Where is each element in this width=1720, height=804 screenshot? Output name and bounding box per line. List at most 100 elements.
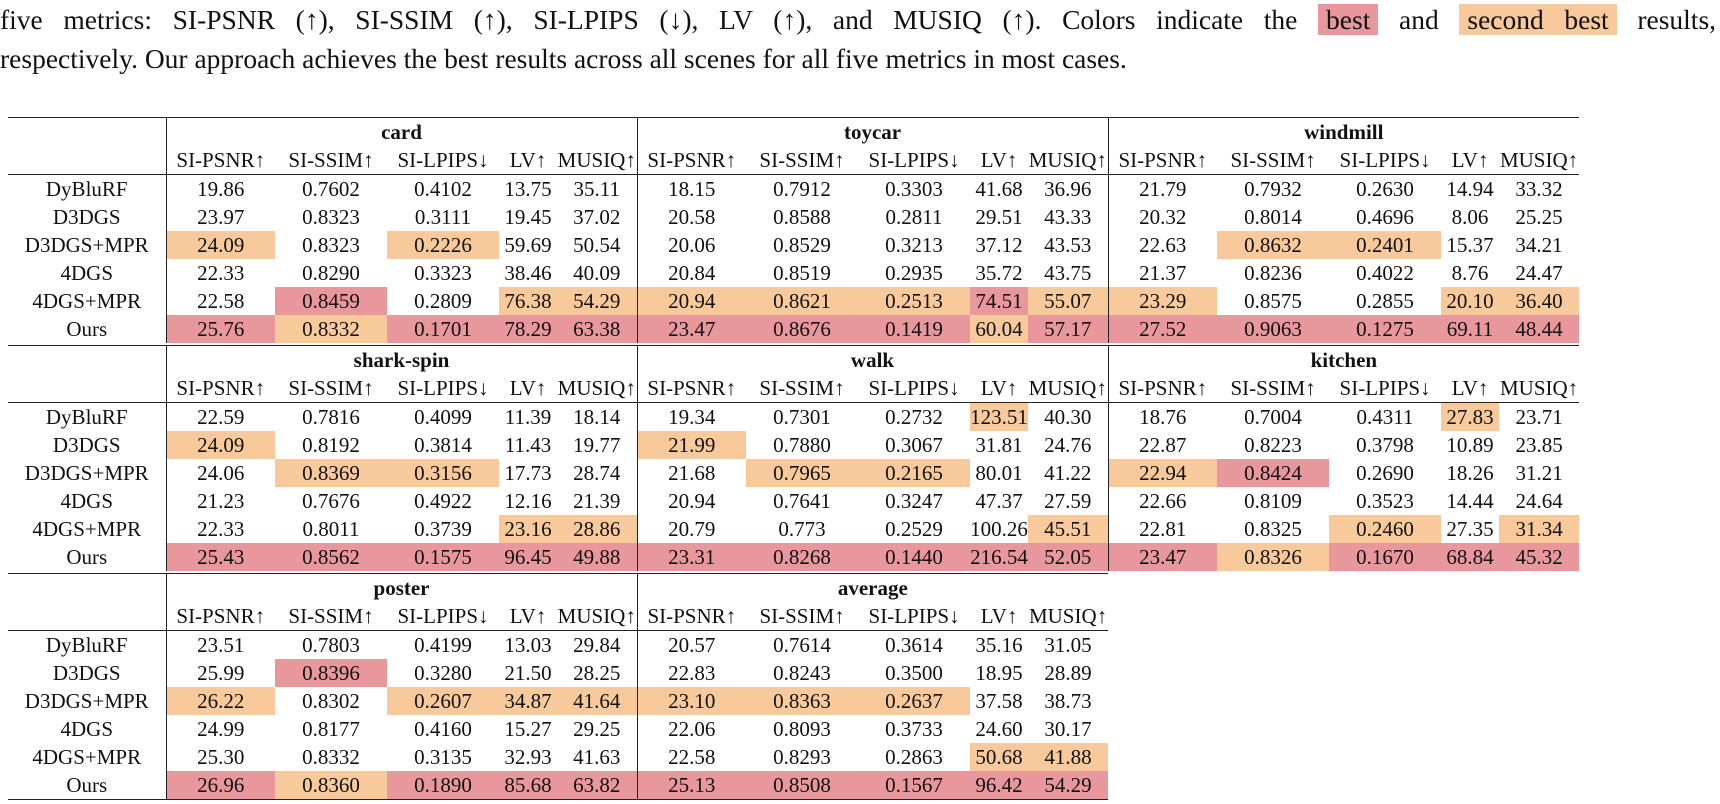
value-cell: 0.2732	[885, 405, 943, 429]
value-cell: 0.1419	[858, 315, 971, 343]
value-cell: 41.63	[573, 745, 621, 769]
value-cell: 40.09	[573, 261, 621, 285]
value-cell: 0.8192	[302, 433, 360, 457]
value-cell: 25.13	[636, 771, 747, 800]
value-cell: 14.44	[1446, 489, 1494, 513]
value-cell: 21.23	[165, 487, 275, 515]
value-cell: 0.4102	[414, 177, 472, 201]
metric-header: SI-PSNR↑	[636, 602, 747, 631]
scene-header: poster	[165, 573, 638, 602]
metric-header: LV↑	[1441, 146, 1500, 175]
value-cell: 0.1670	[1329, 543, 1442, 571]
value-cell: 18.76	[1107, 402, 1218, 431]
value-cell: 31.05	[1044, 633, 1092, 657]
value-cell: 0.8632	[1217, 231, 1330, 259]
table-row: Ours 26.96 0.8360 0.1890 85.68 63.82 25.13 0.85…	[8, 771, 1109, 800]
value-cell: 29.25	[573, 717, 621, 741]
value-cell: 24.99	[165, 715, 275, 743]
value-cell: 0.8519	[773, 261, 831, 285]
value-cell: 43.75	[1044, 261, 1092, 285]
value-cell: 43.53	[1044, 233, 1092, 257]
value-cell: 8.06	[1451, 205, 1489, 229]
corner-cell	[8, 117, 166, 146]
value-cell: 52.05	[1028, 543, 1109, 571]
value-cell: 0.8011	[302, 517, 360, 541]
table-caption: five metrics: SI-PSNR (↑), SI-SSIM (↑), …	[0, 0, 1716, 78]
scene-header: windmill	[1107, 117, 1580, 146]
caption-text-b: results,	[1637, 4, 1716, 35]
value-cell: 24.64	[1515, 489, 1563, 513]
value-cell: 23.47	[1107, 543, 1218, 571]
value-cell: 35.16	[975, 633, 1023, 657]
value-cell: 37.12	[975, 233, 1023, 257]
value-cell: 27.59	[1044, 489, 1092, 513]
value-cell: 22.33	[165, 259, 275, 287]
value-cell: 18.26	[1446, 461, 1494, 485]
table-row: 4DGS 21.23 0.7676 0.4922 12.16 21.39 20.94 0.76…	[8, 487, 1579, 515]
corner-cell	[8, 146, 166, 175]
value-cell: 0.3280	[414, 661, 472, 685]
value-cell: 22.58	[165, 287, 275, 315]
value-cell: 28.74	[573, 461, 621, 485]
value-cell: 0.7932	[1244, 177, 1302, 201]
method-label: 4DGS+MPR	[32, 745, 142, 769]
value-cell: 36.40	[1499, 287, 1580, 315]
value-cell: 0.7641	[773, 489, 831, 513]
value-cell: 0.2855	[1356, 289, 1414, 313]
value-cell: 28.25	[573, 661, 621, 685]
value-cell: 60.04	[970, 315, 1029, 343]
value-cell: 23.51	[165, 630, 275, 659]
value-cell: 0.8621	[746, 287, 859, 315]
value-cell: 20.06	[636, 231, 747, 259]
method-label: D3DGS+MPR	[24, 689, 149, 713]
method-label: 4DGS	[60, 261, 113, 285]
value-cell: 0.7676	[302, 489, 360, 513]
value-cell: 74.51	[970, 287, 1029, 315]
value-cell: 19.86	[165, 174, 275, 203]
value-cell: 20.32	[1107, 203, 1218, 231]
metric-header: MUSIQ↑	[1028, 374, 1109, 403]
value-cell: 100.26	[970, 517, 1028, 541]
scene-header: average	[636, 573, 1109, 602]
value-cell: 24.60	[975, 717, 1023, 741]
value-cell: 0.8562	[275, 543, 387, 571]
metric-header: MUSIQ↑	[1028, 146, 1109, 175]
value-cell: 0.8459	[275, 287, 387, 315]
value-cell: 0.8014	[1244, 205, 1302, 229]
value-cell: 15.27	[504, 717, 552, 741]
value-cell: 23.16	[499, 515, 557, 543]
value-cell: 0.8293	[773, 745, 831, 769]
value-cell: 80.01	[975, 461, 1023, 485]
method-label: 4DGS+MPR	[32, 517, 142, 541]
value-cell: 23.97	[165, 203, 275, 231]
value-cell: 45.51	[1028, 515, 1109, 543]
value-cell: 0.2811	[885, 205, 943, 229]
value-cell: 0.8109	[1244, 489, 1302, 513]
table-row: Ours 25.76 0.8332 0.1701 78.29 63.38 23.47 0.86…	[8, 315, 1580, 343]
table-row: D3DGS+MPR 24.09 0.8323 0.2226 59.69 50.54 20.0…	[8, 231, 1579, 259]
value-cell: 63.38	[557, 315, 638, 343]
value-cell: 0.3135	[414, 745, 472, 769]
value-cell: 0.2690	[1356, 461, 1414, 485]
metric-header: SI-LPIPS↓	[1329, 374, 1442, 403]
value-cell: 0.8177	[302, 717, 360, 741]
method-label: DyBluRF	[45, 177, 128, 201]
value-cell: 19.77	[573, 433, 621, 457]
value-cell: 45.32	[1499, 543, 1580, 571]
caption-line-1: five metrics: SI-PSNR (↑), SI-SSIM (↑), …	[0, 0, 1716, 39]
value-cell: 0.1275	[1329, 315, 1442, 343]
best-color-key: best	[1318, 4, 1379, 35]
value-cell: 19.45	[504, 205, 552, 229]
scene-header: shark-spin	[165, 345, 637, 374]
value-cell: 0.7602	[302, 177, 360, 201]
value-cell: 34.87	[499, 687, 557, 715]
value-cell: 54.29	[557, 287, 638, 315]
metric-header: SI-SSIM↑	[1217, 146, 1330, 175]
value-cell: 23.47	[636, 315, 747, 343]
value-cell: 0.1440	[858, 543, 970, 571]
value-cell: 0.3523	[1356, 489, 1414, 513]
value-cell: 22.87	[1107, 431, 1218, 459]
value-cell: 41.68	[975, 177, 1023, 201]
value-cell: 0.3303	[885, 177, 943, 201]
value-cell: 0.3739	[414, 517, 472, 541]
